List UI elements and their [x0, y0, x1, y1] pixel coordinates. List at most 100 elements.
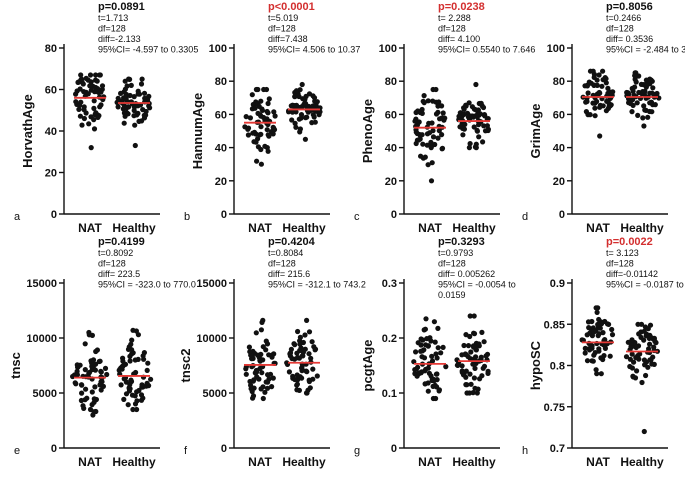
p-value: p<0.0001	[268, 1, 315, 13]
data-point	[466, 145, 472, 151]
data-point	[422, 381, 428, 387]
panel-letter: f	[184, 445, 188, 457]
data-point	[651, 344, 657, 350]
x-category-label: NAT	[418, 455, 442, 469]
data-point	[245, 132, 251, 138]
data-point	[253, 139, 259, 145]
x-category-label: Healthy	[620, 455, 664, 469]
data-point	[414, 373, 420, 379]
data-point	[461, 342, 467, 349]
data-point	[457, 124, 463, 130]
p-value: p=0.0022	[606, 236, 653, 248]
y-tick-label: 20	[553, 176, 565, 188]
data-point	[635, 321, 641, 327]
data-point	[593, 305, 599, 311]
data-point	[593, 367, 599, 373]
y-tick-label: 80	[385, 76, 397, 88]
data-point	[429, 358, 436, 364]
data-point	[294, 387, 300, 393]
data-point	[590, 358, 596, 364]
data-point	[86, 370, 92, 376]
data-point	[259, 370, 265, 376]
y-tick-label: 5000	[203, 388, 227, 400]
data-point	[641, 123, 647, 129]
data-point	[258, 131, 264, 137]
data-point	[131, 94, 137, 100]
data-point	[433, 371, 439, 377]
y-axis-label: GrimAge	[528, 104, 543, 159]
data-point	[250, 130, 256, 136]
data-point	[81, 115, 87, 122]
data-point	[91, 126, 98, 132]
data-point	[128, 82, 134, 88]
data-point	[629, 365, 636, 371]
data-point	[470, 343, 477, 349]
data-point	[419, 106, 425, 113]
data-point	[83, 75, 89, 81]
data-point	[627, 100, 634, 107]
p-value: p=0.4204	[268, 236, 316, 248]
data-point	[651, 361, 657, 367]
data-point	[88, 145, 94, 151]
data-point	[97, 358, 103, 364]
x-category-label: NAT	[78, 221, 102, 235]
data-point	[302, 346, 308, 352]
x-category-label: Healthy	[452, 455, 496, 469]
data-point	[634, 100, 640, 106]
data-point	[473, 107, 479, 113]
data-point	[635, 112, 641, 118]
data-point	[587, 112, 593, 118]
x-category-label: Healthy	[620, 221, 664, 235]
panel-letter: d	[522, 211, 528, 223]
data-point	[586, 325, 592, 331]
data-point	[132, 357, 138, 363]
y-tick-label: 20	[215, 176, 227, 188]
dot-series-nat	[243, 317, 278, 402]
stat-line: t=0.8092	[98, 248, 133, 258]
data-point	[125, 402, 131, 408]
y-axis-label: HorvathAge	[20, 94, 35, 168]
data-point	[592, 113, 598, 119]
data-point	[128, 341, 134, 347]
data-point	[435, 325, 441, 331]
x-category-label: Healthy	[282, 455, 326, 469]
y-tick-label: 0	[221, 209, 227, 221]
data-point	[428, 145, 434, 151]
data-point	[477, 376, 483, 382]
data-point	[421, 355, 428, 361]
data-point	[419, 369, 425, 375]
y-tick-label: 40	[385, 143, 397, 155]
data-point	[81, 107, 87, 113]
data-point	[74, 368, 80, 374]
data-point	[102, 365, 109, 371]
data-point	[295, 328, 301, 335]
data-point	[93, 408, 99, 415]
data-point	[262, 143, 268, 149]
data-point	[476, 122, 482, 128]
data-point	[594, 371, 600, 377]
data-point	[470, 390, 476, 396]
dot-series-healthy	[116, 327, 154, 413]
data-point	[641, 328, 647, 334]
y-tick-label: 0.85	[544, 319, 565, 331]
data-point	[416, 137, 422, 143]
stat-line: df=128	[438, 259, 466, 269]
data-point	[292, 120, 298, 126]
stat-line: df=128	[98, 259, 126, 269]
data-point	[470, 114, 476, 120]
data-point	[84, 395, 90, 401]
data-point	[416, 119, 422, 125]
data-point	[641, 103, 647, 109]
data-point	[144, 380, 150, 386]
data-point	[459, 368, 465, 374]
data-point	[306, 351, 312, 357]
data-point	[262, 389, 268, 395]
y-axis-label: hypoSC	[528, 340, 543, 390]
data-point	[253, 86, 259, 93]
data-point	[129, 351, 135, 357]
data-point	[484, 351, 491, 357]
data-point	[633, 355, 639, 361]
dot-series-nat	[411, 316, 449, 402]
data-point	[265, 132, 271, 138]
